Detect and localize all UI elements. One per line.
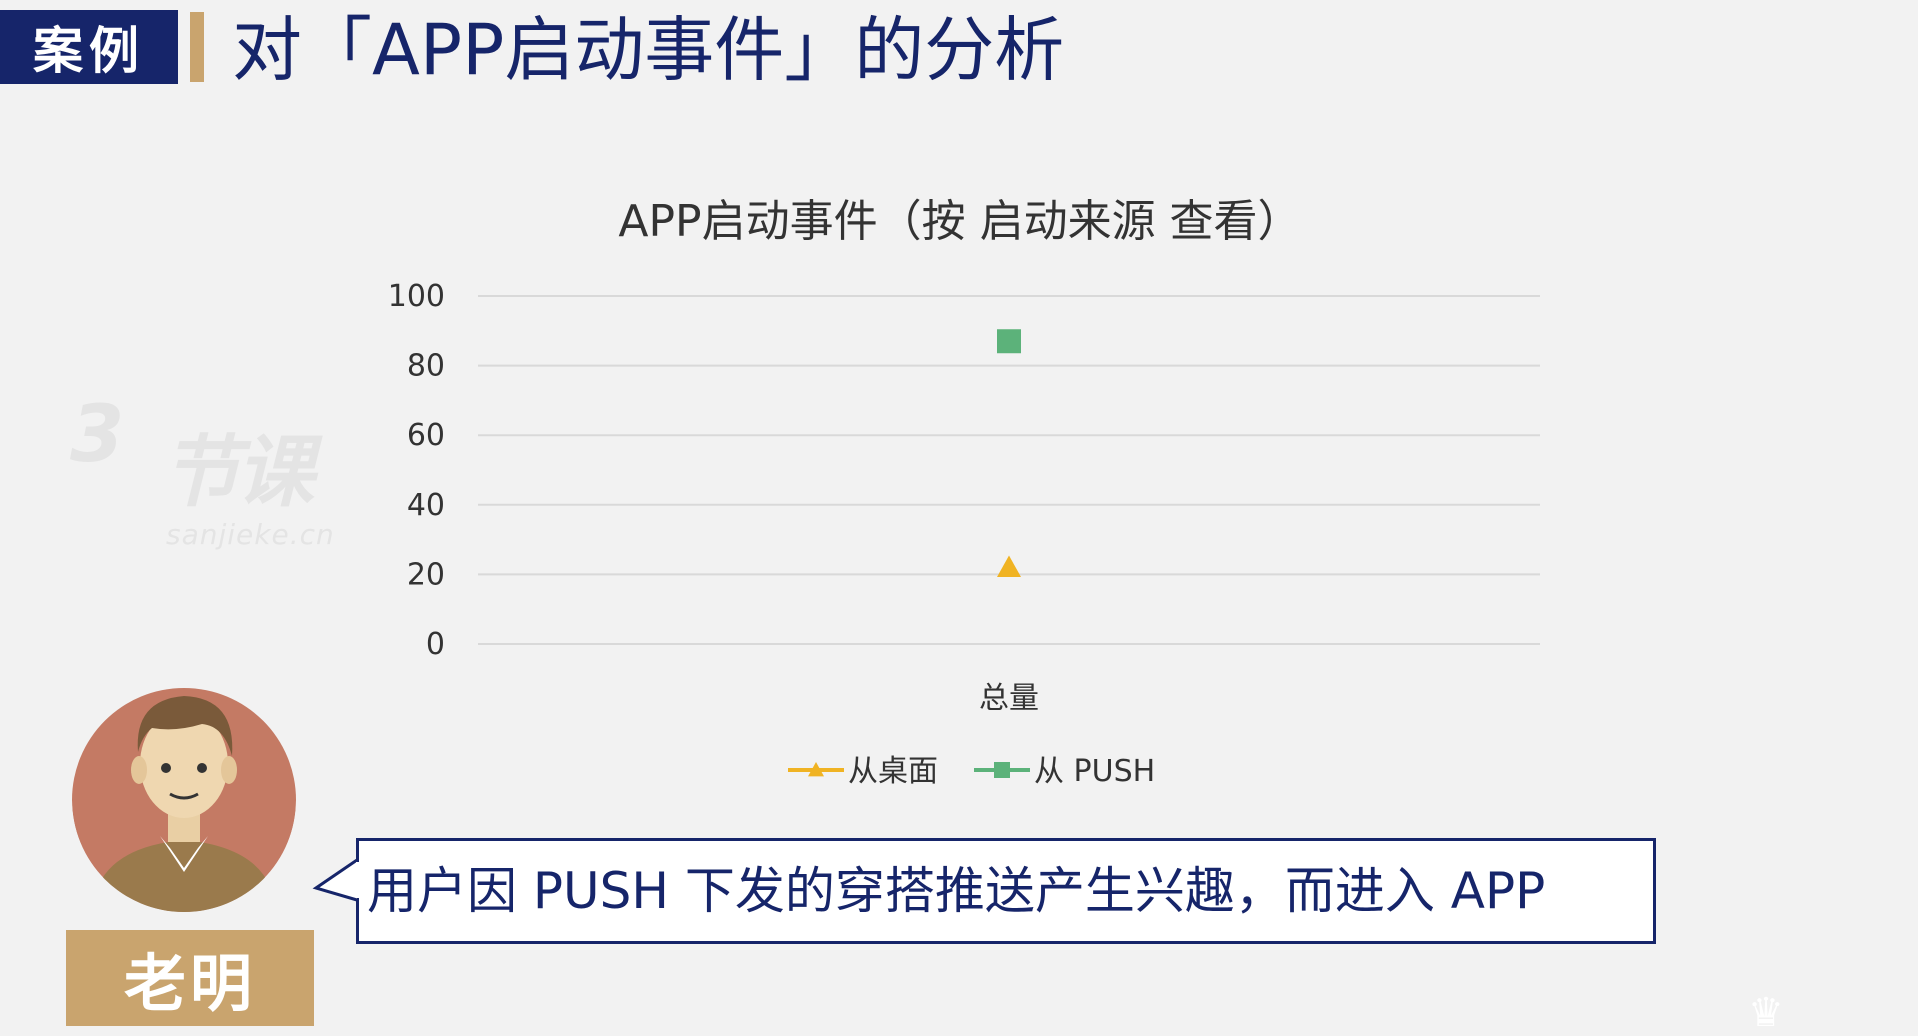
watermark-text: 节课	[162, 428, 314, 518]
speech-bubble-tail	[312, 858, 360, 902]
legend-marker	[808, 762, 824, 777]
chart-legend: 从桌面 从 PUSH	[788, 754, 1155, 789]
legend-label: 从 PUSH	[1034, 754, 1155, 789]
header-divider	[190, 12, 204, 82]
speaker-avatar	[72, 672, 296, 912]
data-point-square	[997, 329, 1021, 354]
data-point-triangle	[997, 555, 1021, 578]
y-tick-label: 0	[426, 627, 445, 662]
x-axis-categories: 总量	[979, 681, 1039, 716]
legend-marker	[994, 762, 1010, 778]
man-avatar-icon	[72, 688, 296, 912]
chart-title: APP启动事件（按 启动来源 查看）	[618, 196, 1301, 247]
legend-label: 从桌面	[848, 754, 938, 789]
speaker-name: 老明	[66, 930, 314, 1026]
watermark-numeral: 3	[70, 390, 124, 480]
y-tick-label: 40	[407, 488, 445, 523]
case-tag: 案例	[0, 10, 178, 84]
crown-icon: ♛	[1748, 990, 1784, 1036]
y-axis-ticks: 0 20 40 60 80 100	[388, 279, 445, 662]
watermark-site: sanjieke.cn	[166, 518, 335, 551]
watermark-logo: 3 节课 sanjieke.cn	[70, 390, 360, 551]
y-tick-label: 60	[407, 418, 445, 453]
y-tick-label: 80	[407, 349, 445, 384]
y-tick-label: 20	[407, 557, 445, 592]
speech-bubble: 用户因 PUSH 下发的穿搭推送产生兴趣，而进入 APP	[356, 838, 1656, 944]
y-tick-label: 100	[388, 279, 445, 314]
data-points	[997, 329, 1021, 578]
chart-area: APP启动事件（按 启动来源 查看） 0 20 40 60 80 100 总量 从桌面 从 …	[388, 196, 1540, 789]
x-category-label: 总量	[979, 681, 1039, 716]
slide-header: 案例 对「APP启动事件」的分析	[0, 0, 1918, 100]
speech-text: 用户因 PUSH 下发的穿搭推送产生兴趣，而进入 APP	[367, 862, 1546, 920]
slide-title: 对「APP启动事件」的分析	[232, 9, 1065, 91]
